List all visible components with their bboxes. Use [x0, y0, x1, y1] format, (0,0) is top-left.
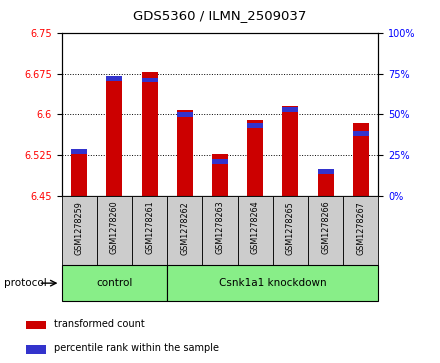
Text: GSM1278259: GSM1278259	[75, 201, 84, 255]
Bar	[318, 174, 334, 196]
Bar	[202, 196, 238, 265]
Bar	[106, 76, 122, 196]
Bar	[247, 123, 263, 128]
Text: GSM1278265: GSM1278265	[286, 201, 295, 254]
Text: GSM1278262: GSM1278262	[180, 201, 189, 254]
Bar	[142, 78, 158, 82]
Text: GDS5360 / ILMN_2509037: GDS5360 / ILMN_2509037	[133, 9, 307, 22]
Bar	[212, 159, 228, 164]
Bar	[132, 196, 167, 265]
Bar	[142, 72, 158, 196]
Bar	[26, 321, 46, 330]
Bar	[282, 107, 298, 112]
Bar	[273, 196, 308, 265]
Bar	[167, 196, 202, 265]
Bar	[62, 265, 167, 301]
Text: percentile rank within the sample: percentile rank within the sample	[54, 343, 219, 354]
Text: GSM1278264: GSM1278264	[251, 201, 260, 254]
Bar	[167, 265, 378, 301]
Bar	[177, 112, 193, 117]
Bar	[247, 120, 263, 196]
Text: control: control	[96, 278, 132, 288]
Bar	[71, 150, 87, 154]
Bar	[282, 106, 298, 196]
Bar	[353, 131, 369, 136]
Text: GSM1278263: GSM1278263	[216, 201, 224, 254]
Text: protocol: protocol	[4, 278, 47, 288]
Bar	[71, 150, 87, 196]
Bar	[308, 196, 343, 265]
Text: GSM1278260: GSM1278260	[110, 201, 119, 254]
Bar	[62, 196, 97, 265]
Bar	[177, 110, 193, 196]
Text: GSM1278261: GSM1278261	[145, 201, 154, 254]
Text: Csnk1a1 knockdown: Csnk1a1 knockdown	[219, 278, 326, 288]
Bar	[26, 345, 46, 354]
Bar	[106, 76, 122, 81]
Text: transformed count: transformed count	[54, 319, 144, 329]
Bar	[318, 169, 334, 174]
Text: GSM1278266: GSM1278266	[321, 201, 330, 254]
Bar	[343, 196, 378, 265]
Text: GSM1278267: GSM1278267	[356, 201, 365, 254]
Bar	[238, 196, 273, 265]
Bar	[97, 196, 132, 265]
Bar	[353, 123, 369, 196]
Bar	[212, 154, 228, 196]
